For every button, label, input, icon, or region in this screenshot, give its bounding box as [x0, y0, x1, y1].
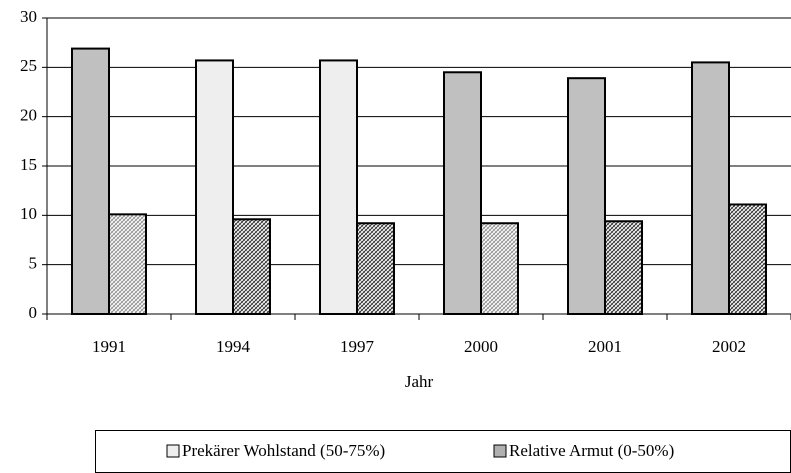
- bar: [195, 59, 234, 315]
- bar: [319, 59, 358, 315]
- bar: [567, 77, 606, 316]
- legend-swatch: [493, 444, 507, 458]
- x-tick-label: 1994: [216, 337, 251, 356]
- x-tick-label: 2000: [464, 337, 498, 356]
- legend-label: Prekärer Wohlstand (50-75%): [182, 441, 385, 460]
- x-axis-label: Jahr: [405, 372, 434, 391]
- bar: [604, 220, 643, 315]
- bar: [443, 71, 482, 316]
- bar: [356, 222, 395, 315]
- x-tick-label: 1991: [92, 337, 126, 356]
- y-tick-label: 15: [20, 155, 37, 174]
- bar: [71, 47, 110, 315]
- x-tick-label: 2001: [588, 337, 622, 356]
- bar: [691, 61, 730, 316]
- legend-swatch: [166, 444, 180, 458]
- y-tick-label: 10: [20, 204, 37, 223]
- bar: [728, 203, 767, 315]
- x-tick-label: 1997: [340, 337, 375, 356]
- bar: [232, 218, 271, 315]
- y-tick-label: 5: [29, 254, 38, 273]
- y-tick-label: 20: [20, 106, 37, 125]
- y-tick-label: 30: [20, 7, 37, 26]
- legend-box: [95, 430, 791, 473]
- bar: [108, 213, 147, 315]
- y-tick-label: 25: [20, 56, 37, 75]
- x-tick-label: 2002: [712, 337, 746, 356]
- bar: [480, 222, 519, 315]
- y-tick-label: 0: [29, 303, 38, 322]
- legend-label: Relative Armut (0-50%): [509, 441, 674, 460]
